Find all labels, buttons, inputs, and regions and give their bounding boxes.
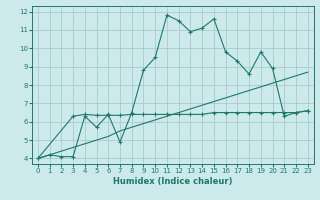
X-axis label: Humidex (Indice chaleur): Humidex (Indice chaleur)	[113, 177, 233, 186]
